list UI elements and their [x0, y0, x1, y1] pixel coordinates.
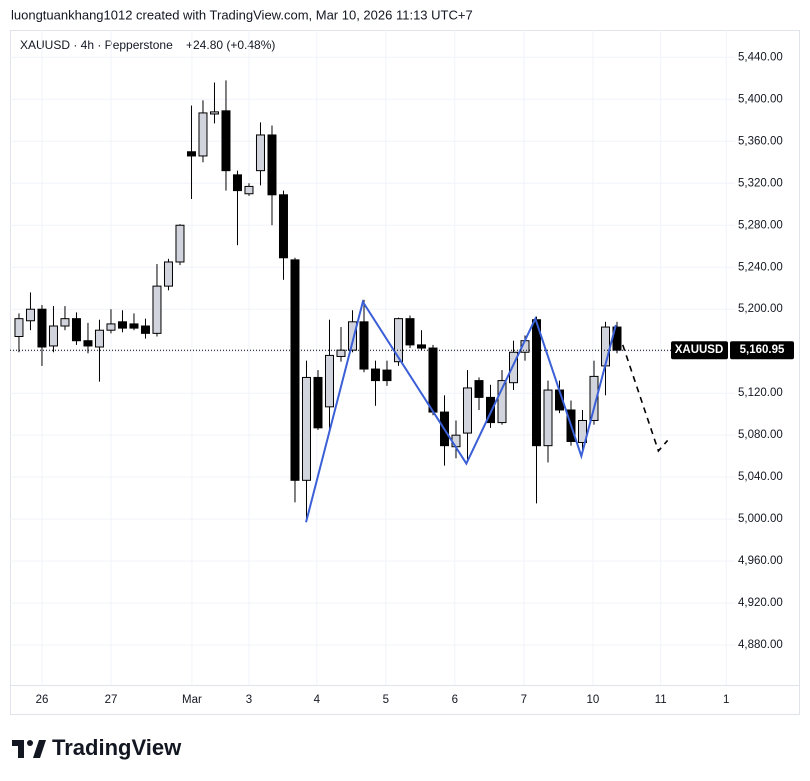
candle-body — [48, 325, 58, 347]
candle-body — [497, 380, 507, 424]
candle-body — [106, 323, 116, 331]
y-tick-label: 5,000.00 — [738, 513, 783, 525]
candle-body — [601, 326, 611, 367]
candle-body — [37, 308, 47, 348]
candle-body — [244, 185, 254, 195]
y-tick-label: 5,440.00 — [738, 51, 783, 63]
header: luongtuankhang1012 created with TradingV… — [11, 7, 473, 22]
footer-brand: TradingView — [52, 735, 182, 760]
candle-body — [60, 318, 70, 327]
candle-body — [324, 354, 334, 408]
candle-body — [140, 325, 150, 334]
candle-body — [255, 134, 265, 172]
candle-body — [117, 321, 127, 329]
x-tick-label: 6 — [452, 694, 458, 706]
candle-body — [474, 380, 484, 398]
candle-body — [25, 308, 35, 322]
x-tick-label: 5 — [383, 694, 389, 706]
projection-line — [621, 344, 669, 453]
x-tick-label: 26 — [36, 694, 49, 706]
x-tick-label: 3 — [246, 694, 252, 706]
candle-body — [416, 344, 426, 349]
y-tick-label: 5,320.00 — [738, 177, 783, 189]
candle-body — [94, 329, 104, 348]
candle-body — [232, 174, 242, 192]
candle-body — [83, 340, 93, 347]
y-tick-label: 5,360.00 — [738, 135, 783, 147]
logo — [12, 740, 46, 758]
x-tick-label: Mar — [182, 694, 202, 706]
change: +24.80 (+0.48%) — [186, 38, 275, 52]
candle-body — [278, 194, 288, 259]
candle-body — [382, 369, 392, 382]
y-tick-label: 5,280.00 — [738, 219, 783, 231]
candle-body — [462, 387, 472, 434]
candle-body — [301, 376, 311, 481]
y-tick-label: 4,920.00 — [738, 597, 783, 609]
x-tick-label: 11 — [655, 694, 667, 706]
y-tick-label: 4,880.00 — [738, 639, 783, 651]
y-tick-label: 5,120.00 — [738, 387, 783, 399]
candle-body — [290, 259, 300, 481]
candle-body — [152, 285, 162, 334]
candle-body — [393, 318, 403, 363]
candle-body — [163, 261, 173, 287]
zigzag-line — [305, 299, 617, 523]
y-tick-label: 4,960.00 — [738, 555, 783, 567]
y-tick-label: 5,200.00 — [738, 303, 783, 315]
x-tick-label: 7 — [521, 694, 527, 706]
candle-body — [175, 224, 185, 263]
candle-body — [221, 110, 231, 172]
x-tick-label: 10 — [586, 694, 599, 706]
candle-body — [370, 368, 380, 382]
y-tick-label: 5,400.00 — [738, 93, 783, 105]
candle-body — [198, 112, 208, 157]
y-tick-label: 5,080.00 — [738, 429, 783, 441]
candle-body — [531, 319, 541, 447]
symbol-tag — [671, 341, 728, 360]
candle-body — [578, 419, 588, 444]
y-tick-label: 5,040.00 — [738, 471, 783, 483]
price-tag-text: 5,160.95 — [740, 344, 785, 356]
candle-body — [14, 318, 24, 338]
candle-body — [129, 323, 139, 329]
candle-body — [451, 434, 461, 448]
y-tick-label: 5,240.00 — [738, 261, 783, 273]
candle-body — [508, 351, 518, 384]
x-tick-label: 1 — [723, 694, 729, 706]
candle-body — [543, 389, 553, 447]
price-tag — [730, 341, 794, 360]
candle-body — [267, 134, 277, 196]
chart-frame — [10, 30, 800, 715]
candle-body — [209, 111, 219, 115]
candle-body — [485, 396, 495, 424]
candle-body — [428, 347, 438, 413]
candle-body — [313, 376, 323, 429]
symbol-tag-text: XAUUSD — [675, 344, 724, 356]
candle-body — [71, 318, 81, 342]
legend: XAUUSD · 4h · Pepperstone — [20, 38, 173, 52]
x-tick-label: 27 — [105, 694, 118, 706]
candle-body — [336, 349, 346, 357]
candle-body — [589, 375, 599, 421]
x-tick-label: 4 — [314, 694, 321, 706]
candle-body — [359, 321, 369, 370]
candle-body — [405, 318, 415, 346]
candle-body — [186, 151, 196, 157]
